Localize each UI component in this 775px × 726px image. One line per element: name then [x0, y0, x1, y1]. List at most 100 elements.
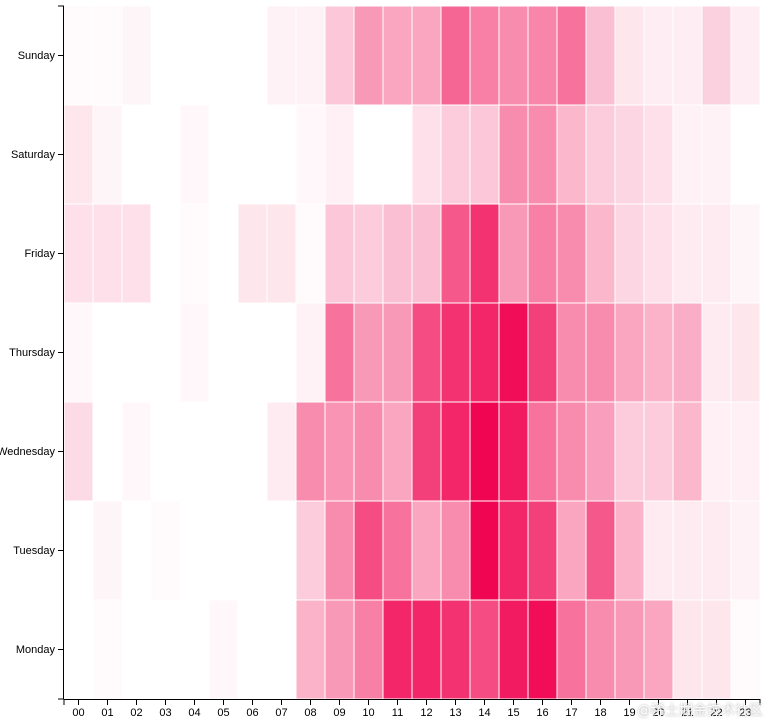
- heatmap-cell: [382, 500, 413, 601]
- heatmap-cell: [382, 401, 413, 502]
- x-tick-label: 13: [449, 707, 461, 719]
- heatmap-cell: [643, 401, 674, 502]
- heatmap-cell: [556, 401, 587, 502]
- heatmap-cell: [585, 203, 616, 304]
- heatmap-cell: [498, 203, 529, 304]
- heatmap-cell: [730, 302, 761, 403]
- heatmap-cell: [556, 5, 587, 106]
- x-axis: 00 01 02 03 04 05 06 07 08 09 10 11 12 13 14 15 16 17 18 19…: [63, 699, 761, 719]
- heatmap-cell: [208, 302, 239, 403]
- heatmap-cell: [324, 599, 355, 700]
- heatmap-cell: [353, 302, 384, 403]
- heatmap-cell: [121, 302, 152, 403]
- heatmap-cell: [382, 104, 413, 205]
- heatmap-cell: [614, 5, 645, 106]
- heatmap-cell: [179, 203, 210, 304]
- y-tick-label: Friday: [24, 248, 55, 260]
- heatmap-cell: [63, 302, 94, 403]
- heatmap-cell: [469, 401, 500, 502]
- heatmap-cell: [63, 401, 94, 502]
- heatmap-cell: [92, 401, 123, 502]
- heatmap-cell: [672, 5, 703, 106]
- x-tick-label: 19: [623, 707, 635, 719]
- y-tick-label: Thursday: [9, 347, 55, 359]
- heatmap-cell: [353, 5, 384, 106]
- heatmap-cell: [295, 500, 326, 601]
- heatmap-cell: [440, 104, 471, 205]
- heatmap-cell: [237, 500, 268, 601]
- heatmap-cell: [92, 5, 123, 106]
- heatmap-cell: [179, 401, 210, 502]
- x-tick-label: 12: [420, 707, 432, 719]
- heatmap-cell: [527, 401, 558, 502]
- heatmap-cell: [266, 5, 297, 106]
- heatmap-cell: [730, 203, 761, 304]
- heatmap-cell: [92, 302, 123, 403]
- heatmap-cell: [353, 203, 384, 304]
- heatmap-cell: [92, 599, 123, 700]
- heatmap-cell: [527, 500, 558, 601]
- heatmap-cell: [498, 401, 529, 502]
- heatmap-cell: [585, 401, 616, 502]
- heatmap-cell: [121, 203, 152, 304]
- heatmap-cell: [498, 500, 529, 601]
- heatmap-cell: [498, 599, 529, 700]
- heatmap-cell: [237, 599, 268, 700]
- heatmap-cell: [411, 203, 442, 304]
- heatmap-cell: [324, 500, 355, 601]
- heatmap-cell: [411, 500, 442, 601]
- heatmap-cell: [527, 203, 558, 304]
- heatmap-cell: [179, 104, 210, 205]
- heatmap-cells: [63, 5, 761, 700]
- heatmap-cell: [440, 500, 471, 601]
- heatmap-cell: [63, 104, 94, 205]
- heatmap-cell: [179, 5, 210, 106]
- heatmap-cell: [324, 203, 355, 304]
- heatmap-cell: [730, 5, 761, 106]
- heatmap-cell: [701, 599, 732, 700]
- heatmap-cell: [614, 599, 645, 700]
- heatmap-cell: [585, 500, 616, 601]
- heatmap-cell: [266, 104, 297, 205]
- heatmap-cell: [150, 302, 181, 403]
- heatmap-cell: [527, 599, 558, 700]
- heatmap-cell: [237, 104, 268, 205]
- heatmap-cell: [237, 203, 268, 304]
- heatmap-cell: [701, 5, 732, 106]
- x-tick-label: 09: [333, 707, 345, 719]
- heatmap-cell: [411, 599, 442, 700]
- heatmap-cell: [672, 401, 703, 502]
- x-tick-label: 14: [478, 707, 490, 719]
- heatmap-cell: [411, 401, 442, 502]
- x-axis-line: [63, 699, 761, 705]
- heatmap-cell: [643, 500, 674, 601]
- heatmap-cell: [440, 203, 471, 304]
- heatmap-cell: [556, 599, 587, 700]
- heatmap-cell: [556, 104, 587, 205]
- heatmap-cell: [498, 302, 529, 403]
- x-tick-label: 10: [362, 707, 374, 719]
- heatmap-cell: [150, 104, 181, 205]
- heatmap-cell: [295, 302, 326, 403]
- heatmap-cell: [440, 5, 471, 106]
- heatmap-cell: [179, 302, 210, 403]
- heatmap-cell: [353, 599, 384, 700]
- heatmap-cell: [121, 500, 152, 601]
- heatmap-cell: [295, 599, 326, 700]
- heatmap-cell: [266, 302, 297, 403]
- heatmap-cell: [411, 302, 442, 403]
- heatmap-cell: [730, 500, 761, 601]
- heatmap-cell: [585, 599, 616, 700]
- heatmap-cell: [237, 302, 268, 403]
- x-tick-label: 21: [681, 707, 693, 719]
- heatmap-cell: [643, 104, 674, 205]
- x-tick-label: 18: [594, 707, 606, 719]
- heatmap-cell: [614, 302, 645, 403]
- heatmap-cell: [353, 401, 384, 502]
- heatmap-cell: [469, 302, 500, 403]
- heatmap-cell: [585, 302, 616, 403]
- heatmap-cell: [701, 401, 732, 502]
- heatmap-cell: [266, 599, 297, 700]
- heatmap-cell: [527, 104, 558, 205]
